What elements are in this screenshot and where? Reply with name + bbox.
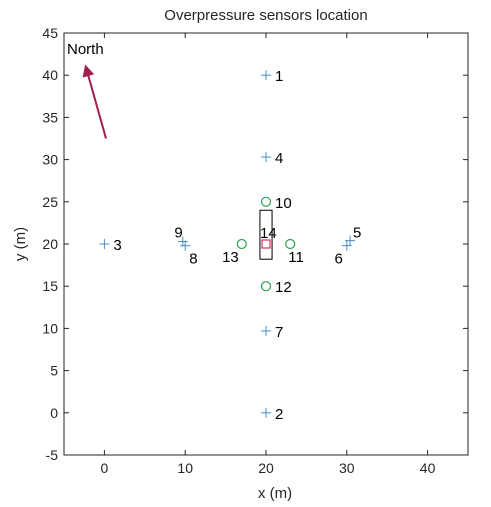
sensor-label: 14 (260, 225, 277, 242)
sensor-label: 6 (334, 251, 342, 268)
sensor-label: 4 (275, 150, 283, 167)
sensor-label: 8 (189, 251, 197, 268)
sensor-marker-circle (285, 238, 296, 250)
sensor-marker-plus (261, 407, 271, 418)
sensor-marker-plus (261, 325, 271, 336)
sensor-marker-plus (345, 235, 356, 246)
y-tick-label: 30 (42, 152, 58, 168)
plot-area (63, 32, 469, 456)
sensor-marker-plus (341, 240, 352, 251)
x-tick-label: 20 (258, 460, 274, 476)
y-tick-label: 35 (42, 109, 58, 125)
x-axis: 0 10 20 30 40 (101, 33, 436, 476)
sensor-marker-circle (236, 238, 247, 250)
sensor-label: 1 (275, 68, 283, 85)
structure-rectangle (259, 209, 273, 260)
sensor-label: 9 (174, 224, 182, 241)
y-tick-label: 5 (50, 363, 58, 379)
north-label: North (67, 41, 104, 58)
y-tick-label: 25 (42, 194, 58, 210)
sensor-marker-circle (260, 196, 272, 207)
y-tick-label: 20 (42, 236, 58, 252)
sensor-marker-plus (180, 240, 191, 251)
y-tick-label: 40 (42, 67, 58, 83)
sensor-markers (99, 70, 356, 418)
sensor-label: 10 (275, 195, 292, 212)
sensor-marker-square (261, 239, 271, 249)
x-tick-label: 0 (101, 460, 109, 476)
sensor-label: 7 (275, 324, 283, 341)
sensor-label: 13 (222, 249, 239, 266)
sensor-label: 12 (275, 279, 292, 296)
sensor-marker-circle (260, 281, 272, 292)
x-axis-title: x (m) (258, 485, 292, 502)
sensor-label: 2 (275, 406, 283, 423)
y-tick-label: 15 (42, 278, 58, 294)
chart-title: Overpressure sensors location (164, 7, 367, 24)
y-tick-label: 45 (42, 25, 58, 41)
x-tick-label: 40 (420, 460, 436, 476)
y-tick-label: 0 (50, 405, 58, 421)
sensor-marker-plus (177, 236, 188, 247)
y-tick-label: -5 (46, 447, 59, 463)
sensor-label: 5 (353, 225, 361, 242)
sensor-label: 3 (113, 237, 121, 254)
y-tick-label: 10 (42, 320, 58, 336)
y-axis-title: y (m) (12, 227, 29, 261)
north-arrow (82, 64, 107, 139)
sensor-marker-plus (99, 239, 110, 249)
x-tick-label: 10 (177, 460, 193, 476)
sensor-label: 11 (288, 249, 304, 266)
sensor-marker-plus (261, 70, 271, 81)
sensor-marker-plus (261, 152, 271, 163)
x-tick-label: 30 (339, 460, 355, 476)
